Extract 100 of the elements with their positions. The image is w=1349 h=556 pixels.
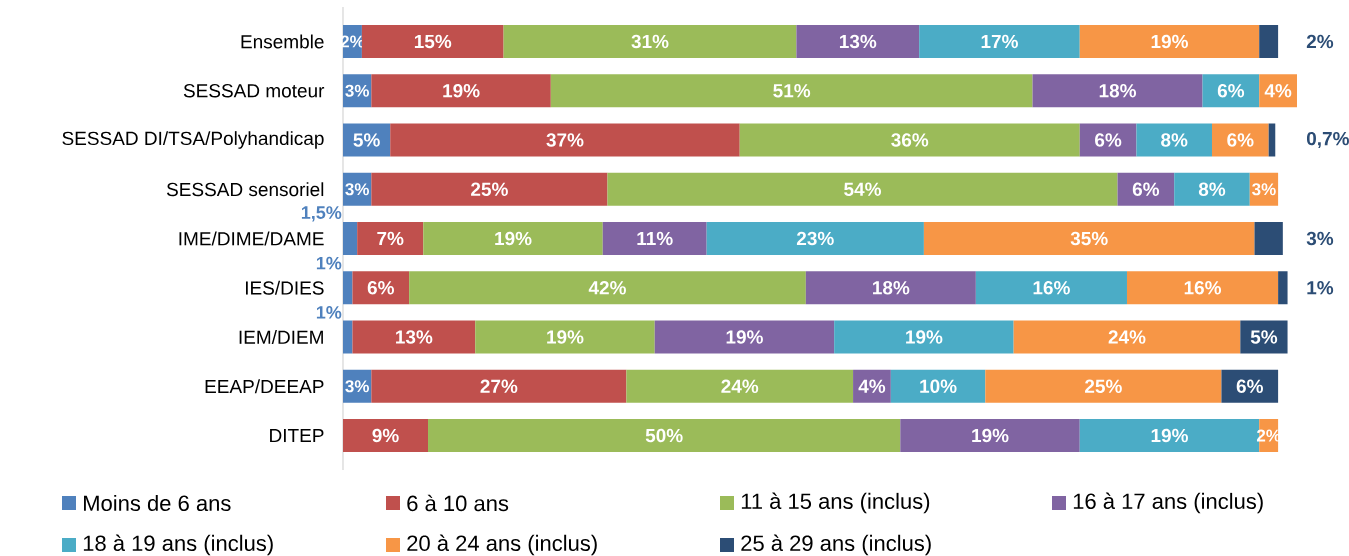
bar <box>1240 320 1288 354</box>
data-label: 25% <box>1085 379 1122 393</box>
data-label: 4% <box>858 379 886 393</box>
y-tick-label: DITEP <box>270 428 324 443</box>
data-label: 54% <box>844 182 882 196</box>
legend-label: 25 à 29 ans (inclus) <box>741 534 931 556</box>
data-label: 36% <box>891 133 929 147</box>
bar <box>706 222 924 255</box>
y-tick-label: EEAP/DEEAP <box>205 379 324 394</box>
data-label: 9% <box>372 428 399 443</box>
data-label: 19% <box>1151 34 1188 49</box>
data-label: 42% <box>588 281 626 295</box>
bar <box>357 222 424 255</box>
y-tick-label: SESSAD sensoriel <box>166 182 324 197</box>
data-label: 8% <box>1161 133 1188 147</box>
bar <box>1174 172 1250 206</box>
bar <box>352 271 410 305</box>
y-tick-label: SESSAD DI/TSA/Polyhandicap <box>62 131 324 149</box>
data-label: 50% <box>645 428 683 443</box>
data-label: 25% <box>471 182 508 196</box>
data-label: 5% <box>353 133 380 147</box>
bar <box>654 320 835 354</box>
bar <box>1211 123 1269 157</box>
bar <box>371 74 551 108</box>
data-label: 3% <box>345 380 370 393</box>
data-label: 2% <box>1306 34 1334 49</box>
bar <box>475 320 655 354</box>
data-label: 8% <box>1198 182 1226 196</box>
bar <box>390 123 740 157</box>
data-label: 1,5% <box>301 206 342 222</box>
data-label: 0,7% <box>1306 131 1349 149</box>
data-label: 6% <box>1095 133 1122 147</box>
data-label: 24% <box>721 379 759 393</box>
data-label: 51% <box>773 84 811 98</box>
data-label: 19% <box>972 428 1009 443</box>
data-label: 11% <box>637 231 673 246</box>
data-label: 16% <box>1184 281 1222 295</box>
data-label: 13% <box>839 34 877 49</box>
data-label: 17% <box>981 34 1018 49</box>
y-tick-label: Ensemble <box>241 34 324 49</box>
data-label: 6% <box>367 281 395 295</box>
legend-label: 16 à 17 ans (inclus) <box>1073 492 1263 514</box>
legend-label: 18 à 19 ans (inclus) <box>83 534 273 556</box>
legend-label: Moins de 6 ans <box>84 494 231 512</box>
data-label: 5% <box>1250 330 1278 344</box>
bar <box>409 271 806 305</box>
bar <box>343 222 358 255</box>
data-label: 19% <box>443 84 480 98</box>
data-label: 19% <box>906 330 943 344</box>
data-label: 6% <box>1217 84 1245 98</box>
data-label: 10% <box>920 379 957 393</box>
bar <box>900 419 1080 453</box>
bar <box>805 271 976 305</box>
legend-label: 6 à 10 ans <box>407 494 509 512</box>
data-label: 27% <box>480 379 518 393</box>
bar <box>923 222 1255 255</box>
bar <box>1013 320 1241 354</box>
bar <box>343 271 353 305</box>
data-label: 19% <box>726 330 763 344</box>
data-label: 1% <box>316 256 342 270</box>
bar <box>1032 74 1203 108</box>
data-label: 35% <box>1070 231 1108 246</box>
bar <box>343 419 429 453</box>
legend-label: 11 à 15 ans (inclus) <box>741 492 930 514</box>
data-label: 7% <box>377 231 404 246</box>
bar <box>1136 123 1212 157</box>
data-label: 3% <box>1306 231 1334 246</box>
bar <box>985 369 1222 403</box>
data-label: 1% <box>1307 281 1334 295</box>
y-tick-label: SESSAD moteur <box>183 84 325 98</box>
bar <box>1221 369 1279 403</box>
data-label: 15% <box>414 34 452 49</box>
bar <box>550 74 1033 108</box>
data-label: 31% <box>631 34 669 49</box>
y-tick-label: IME/DIME/DAME <box>179 231 324 246</box>
bar <box>428 419 901 453</box>
y-tick-label: IEM/DIEM <box>239 330 323 344</box>
bar <box>796 24 920 58</box>
bar <box>975 271 1127 305</box>
data-label: 18% <box>1099 84 1137 98</box>
y-tick-label: IES/DIES <box>245 280 324 295</box>
bar <box>890 369 986 403</box>
data-label: 19% <box>1151 428 1188 443</box>
data-label: 3% <box>345 84 370 97</box>
bar <box>1202 74 1260 108</box>
bar <box>834 320 1014 354</box>
bar <box>626 369 854 403</box>
bar <box>503 24 797 58</box>
data-label: 1% <box>316 306 342 319</box>
bar <box>1117 172 1175 206</box>
bar <box>1268 123 1276 157</box>
bar <box>1254 222 1283 255</box>
data-label: 37% <box>546 133 584 147</box>
bar <box>919 24 1080 58</box>
data-label: 19% <box>495 231 532 246</box>
data-label: 19% <box>547 330 584 344</box>
data-label: 18% <box>873 281 910 295</box>
bar <box>371 172 608 206</box>
bar <box>1079 123 1137 157</box>
data-label: 3% <box>345 183 370 196</box>
